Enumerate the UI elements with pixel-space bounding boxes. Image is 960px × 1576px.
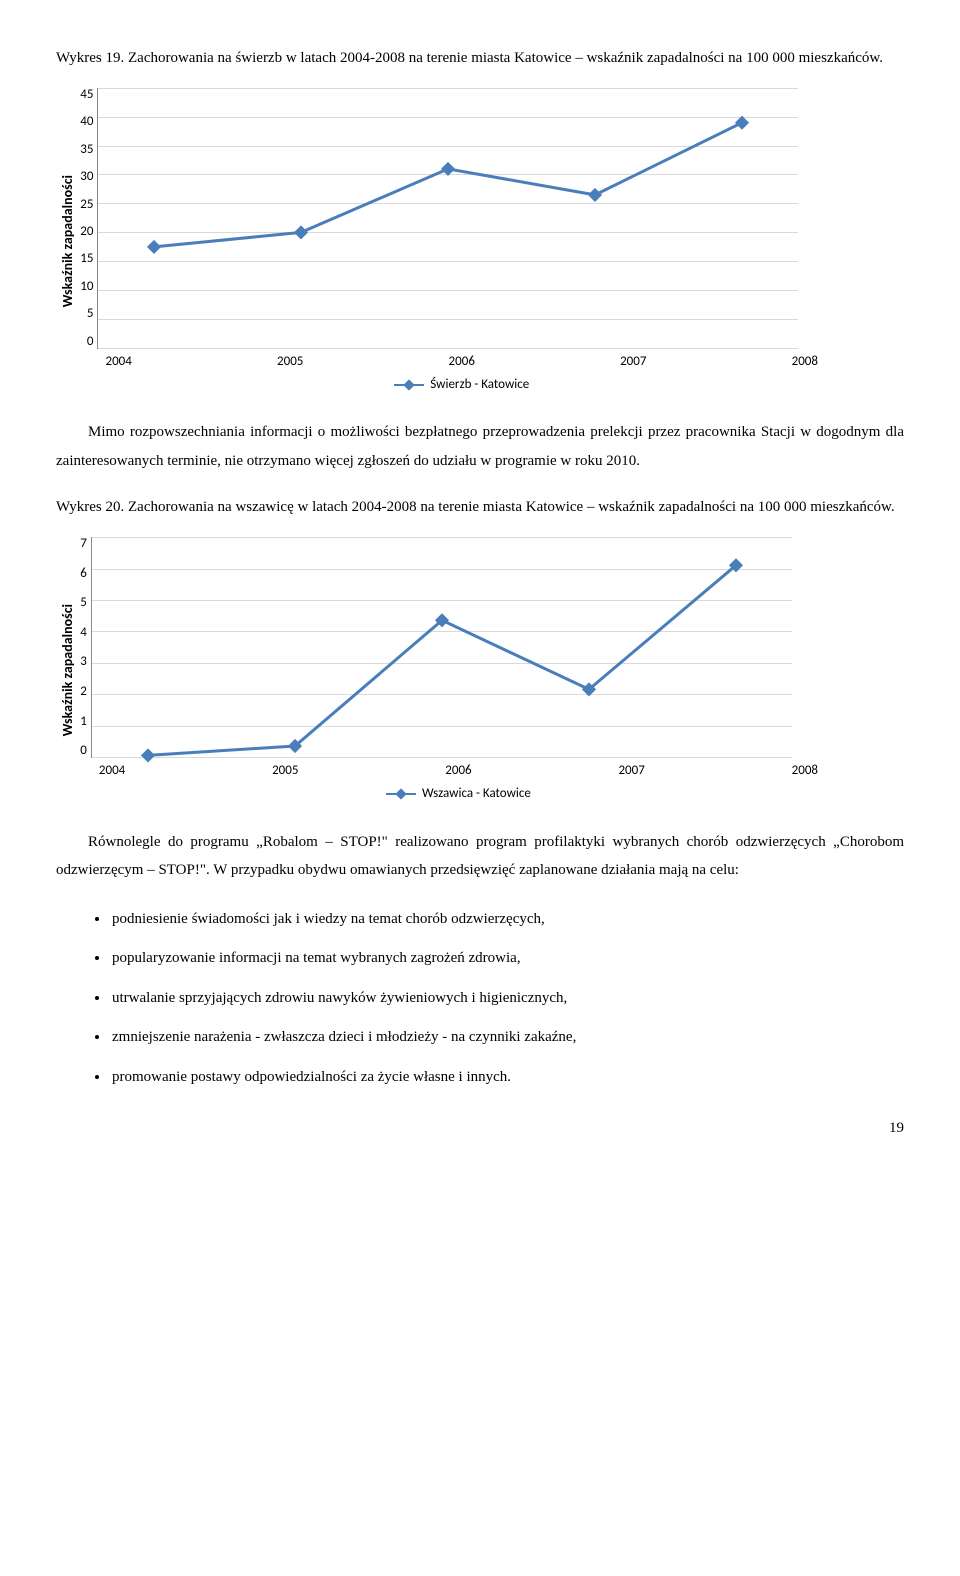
y-tick-label: 4 bbox=[80, 626, 87, 639]
y-tick-label: 5 bbox=[80, 596, 87, 609]
chart2-caption: Wykres 20. Zachorowania na wszawicę w la… bbox=[56, 497, 904, 519]
y-tick-label: 7 bbox=[80, 537, 87, 550]
chart2-legend-marker bbox=[386, 788, 416, 800]
x-tick-label: 2005 bbox=[272, 762, 298, 781]
data-point bbox=[141, 749, 155, 763]
gridline bbox=[98, 348, 798, 349]
list-item: podniesienie świadomości jak i wiedzy na… bbox=[110, 907, 904, 933]
y-tick-label: 10 bbox=[80, 280, 93, 293]
x-tick-label: 2008 bbox=[792, 762, 818, 781]
chart2-y-label: Wskaźnik zapadalności bbox=[56, 604, 80, 736]
y-tick-label: 40 bbox=[80, 115, 93, 128]
chart1-y-ticks: 45 40 35 30 25 20 15 10 5 0 bbox=[80, 88, 97, 348]
data-point bbox=[441, 162, 455, 176]
y-tick-label: 20 bbox=[80, 225, 93, 238]
chart1-caption: Wykres 19. Zachorowania na świerzb w lat… bbox=[56, 48, 904, 70]
x-tick-label: 2008 bbox=[792, 353, 818, 372]
series-line bbox=[148, 565, 736, 755]
chart2: Wskaźnik zapadalności 76543210 200420052… bbox=[56, 537, 826, 804]
data-point bbox=[294, 225, 308, 239]
paragraph-1: Mimo rozpowszechniania informacji o możl… bbox=[56, 418, 904, 475]
x-tick-label: 2006 bbox=[445, 762, 471, 781]
chart1-line bbox=[98, 88, 798, 348]
x-tick-label: 2004 bbox=[105, 353, 131, 372]
chart2-y-ticks: 7 6 5 4 3 2 1 0 bbox=[80, 537, 91, 757]
data-point bbox=[588, 188, 602, 202]
series-line bbox=[154, 122, 742, 246]
chart1-x-ticks: 2004 2005 2006 2007 2008 bbox=[97, 353, 826, 372]
x-tick-label: 2007 bbox=[618, 762, 644, 781]
chart2-legend-label: Wszawica - Katowice bbox=[422, 785, 531, 804]
data-point bbox=[735, 115, 749, 129]
chart1-y-label: Wskaźnik zapadalności bbox=[56, 175, 80, 307]
chart1-legend-label: Świerzb - Katowice bbox=[430, 376, 529, 395]
y-tick-label: 35 bbox=[80, 143, 93, 156]
y-tick-label: 2 bbox=[80, 685, 87, 698]
bullet-list: podniesienie świadomości jak i wiedzy na… bbox=[56, 907, 904, 1091]
page-number: 19 bbox=[56, 1118, 904, 1140]
chart1-legend: Świerzb - Katowice bbox=[97, 376, 826, 395]
list-item: zmniejszenie narażenia - zwłaszcza dziec… bbox=[110, 1025, 904, 1051]
y-tick-label: 6 bbox=[80, 567, 87, 580]
y-tick-label: 0 bbox=[80, 744, 87, 757]
chart2-legend: Wszawica - Katowice bbox=[91, 785, 826, 804]
chart2-x-ticks: 2004 2005 2006 2007 2008 bbox=[91, 762, 826, 781]
chart1-legend-marker bbox=[394, 379, 424, 391]
x-tick-label: 2005 bbox=[277, 353, 303, 372]
y-tick-label: 0 bbox=[87, 335, 94, 348]
x-tick-label: 2006 bbox=[449, 353, 475, 372]
y-tick-label: 25 bbox=[80, 198, 93, 211]
x-tick-label: 2007 bbox=[620, 353, 646, 372]
list-item: popularyzowanie informacji na temat wybr… bbox=[110, 946, 904, 972]
y-tick-label: 3 bbox=[80, 655, 87, 668]
chart1: Wskaźnik zapadalności 45 40 35 30 25 20 15 10 5 0… bbox=[56, 88, 826, 395]
list-item: promowanie postawy odpowiedzialności za … bbox=[110, 1065, 904, 1091]
list-item: utrwalanie sprzyjających zdrowiu nawyków… bbox=[110, 986, 904, 1012]
gridline bbox=[92, 757, 792, 758]
chart1-plot bbox=[97, 88, 798, 349]
y-tick-label: 30 bbox=[80, 170, 93, 183]
data-point bbox=[147, 240, 161, 254]
chart2-line bbox=[92, 537, 792, 757]
y-tick-label: 45 bbox=[80, 88, 93, 101]
y-tick-label: 15 bbox=[80, 252, 93, 265]
y-tick-label: 5 bbox=[87, 307, 94, 320]
paragraph-2: Równolegle do programu „Robalom – STOP!"… bbox=[56, 828, 904, 885]
x-tick-label: 2004 bbox=[99, 762, 125, 781]
chart2-plot bbox=[91, 537, 792, 758]
y-tick-label: 1 bbox=[80, 715, 87, 728]
